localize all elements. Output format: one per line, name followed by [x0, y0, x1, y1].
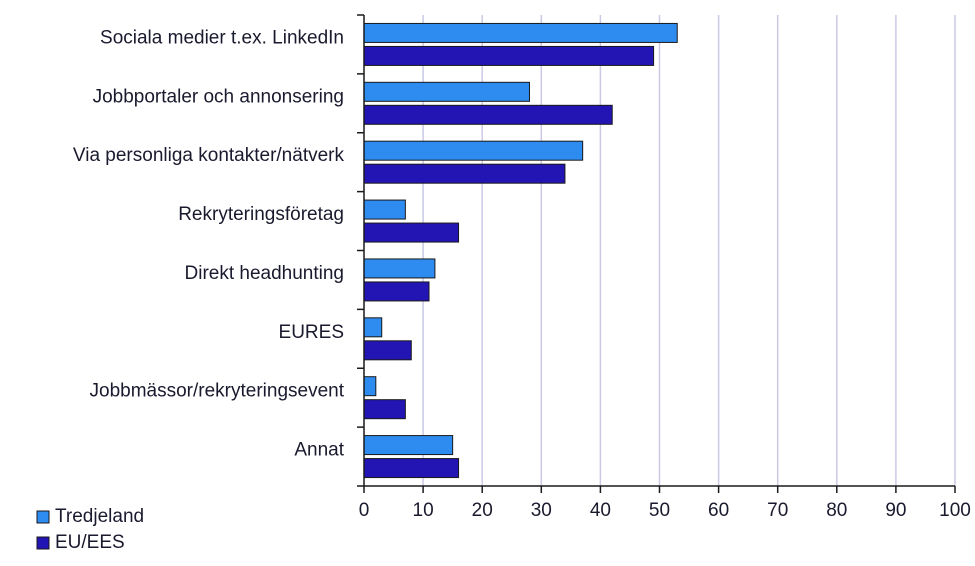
- bar-tredjeland-via-personliga-kontakter-natverk: [363, 140, 584, 161]
- category-label-via-personliga-kontakter-natverk: Via personliga kontakter/nätverk: [73, 145, 345, 166]
- bar-eu-ees-via-personliga-kontakter-natverk: [363, 163, 566, 184]
- legend-swatch-eu-ees: [36, 536, 50, 550]
- bar-tredjeland-rekryteringsforetag: [363, 199, 406, 220]
- category-label-direkt-headhunting: Direkt headhunting: [185, 263, 345, 284]
- axes: [357, 14, 956, 493]
- x-tick-label-80: 80: [826, 500, 847, 521]
- category-label-annat: Annat: [294, 440, 344, 461]
- x-tick-label-50: 50: [649, 500, 670, 521]
- bar-tredjeland-eures: [363, 317, 383, 338]
- bar-eu-ees-eures: [363, 340, 412, 361]
- x-tick-labels: 0 10 20 30 40 50 60 70 80 90 100: [359, 500, 971, 521]
- x-tick-label-90: 90: [885, 500, 906, 521]
- bar-eu-ees-sociala-medier-t-ex-linkedin: [363, 45, 655, 66]
- x-tick-label-60: 60: [708, 500, 729, 521]
- bar-tredjeland-annat: [363, 435, 454, 456]
- category-label-rekryteringsforetag: Rekryteringsföretag: [178, 204, 344, 225]
- x-tick-label-70: 70: [767, 500, 788, 521]
- bar-eu-ees-jobbmassor-rekryteringsevent: [363, 399, 406, 420]
- legend-label-eu-ees: EU/EES: [55, 532, 125, 553]
- x-tick-label-30: 30: [531, 500, 552, 521]
- bar-tredjeland-direkt-headhunting: [363, 258, 436, 279]
- bars: [363, 22, 678, 479]
- category-labels: Sociala medier t.ex. LinkedIn Jobbportale…: [73, 27, 345, 460]
- category-label-jobbportaler-och-annonsering: Jobbportaler och annonsering: [93, 86, 344, 107]
- bar-eu-ees-rekryteringsforetag: [363, 222, 460, 243]
- category-label-eures: EURES: [279, 322, 344, 343]
- bar-eu-ees-jobbportaler-och-annonsering: [363, 104, 613, 125]
- bar-tredjeland-sociala-medier-t-ex-linkedin: [363, 22, 678, 43]
- legend-label-tredjeland: Tredjeland: [55, 506, 144, 527]
- category-label-sociala-medier-t-ex-linkedin: Sociala medier t.ex. LinkedIn: [100, 27, 344, 48]
- category-label-jobbmassor-rekryteringsevent: Jobbmässor/rekryteringsevent: [90, 381, 345, 402]
- bar-tredjeland-jobbportaler-och-annonsering: [363, 81, 530, 102]
- bar-eu-ees-direkt-headhunting: [363, 281, 430, 302]
- x-tick-label-0: 0: [359, 500, 370, 521]
- x-tick-label-10: 10: [413, 500, 434, 521]
- legend-swatch-tredjeland: [36, 510, 50, 524]
- bar-tredjeland-jobbmassor-rekryteringsevent: [363, 376, 377, 397]
- bar-eu-ees-annat: [363, 458, 460, 479]
- x-tick-label-40: 40: [590, 500, 611, 521]
- x-tick-label-20: 20: [472, 500, 493, 521]
- legend: Tredjeland EU/EES: [36, 506, 144, 553]
- x-tick-label-100: 100: [939, 500, 971, 521]
